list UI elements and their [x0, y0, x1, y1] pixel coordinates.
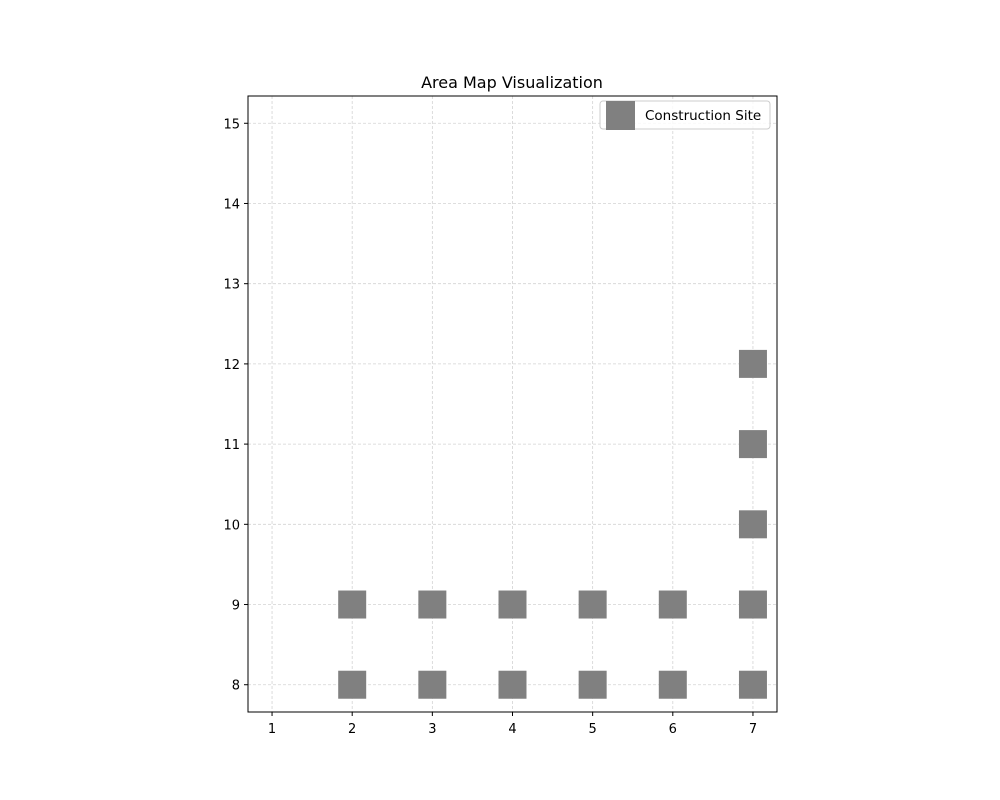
y-tick-label: 15 — [223, 117, 240, 132]
x-tick-label: 5 — [589, 722, 597, 737]
construction-site-marker — [738, 590, 767, 619]
construction-site-marker — [738, 670, 767, 699]
x-tick-label: 6 — [669, 722, 677, 737]
legend-frame — [599, 100, 771, 130]
construction-site-marker — [658, 670, 687, 699]
construction-site-marker — [498, 670, 527, 699]
legend-swatch-construction-site — [606, 101, 635, 130]
construction-site-marker — [498, 590, 527, 619]
construction-site-marker — [578, 670, 607, 699]
y-tick-label: 11 — [223, 438, 240, 453]
y-axis-ticks: 8 9 10 11 12 13 14 15 — [223, 117, 248, 694]
x-axis-ticks: 1 2 3 4 5 6 7 — [268, 712, 757, 737]
x-tick-label: 2 — [348, 722, 356, 737]
y-tick-label: 13 — [223, 278, 240, 293]
y-tick-label: 9 — [232, 599, 240, 614]
y-tick-label: 14 — [223, 197, 240, 212]
construction-site-marker — [658, 590, 687, 619]
construction-site-marker — [338, 590, 367, 619]
construction-site-marker — [578, 590, 607, 619]
construction-site-marker — [418, 670, 447, 699]
legend: Construction Site — [599, 100, 771, 130]
chart-title: Area Map Visualization — [421, 73, 603, 92]
construction-site-marker — [738, 349, 767, 378]
construction-site-marker — [418, 590, 447, 619]
construction-site-marker — [738, 510, 767, 539]
construction-site-marker — [738, 430, 767, 459]
data-markers — [338, 349, 767, 699]
x-tick-label: 1 — [268, 722, 276, 737]
y-tick-label: 10 — [223, 518, 240, 533]
x-tick-label: 7 — [749, 722, 757, 737]
y-tick-label: 12 — [223, 358, 240, 373]
construction-site-marker — [338, 670, 367, 699]
y-tick-label: 8 — [232, 679, 240, 694]
x-tick-label: 3 — [428, 722, 436, 737]
x-tick-label: 4 — [508, 722, 516, 737]
legend-label-construction-site: Construction Site — [645, 108, 761, 124]
grid-lines — [248, 96, 777, 712]
